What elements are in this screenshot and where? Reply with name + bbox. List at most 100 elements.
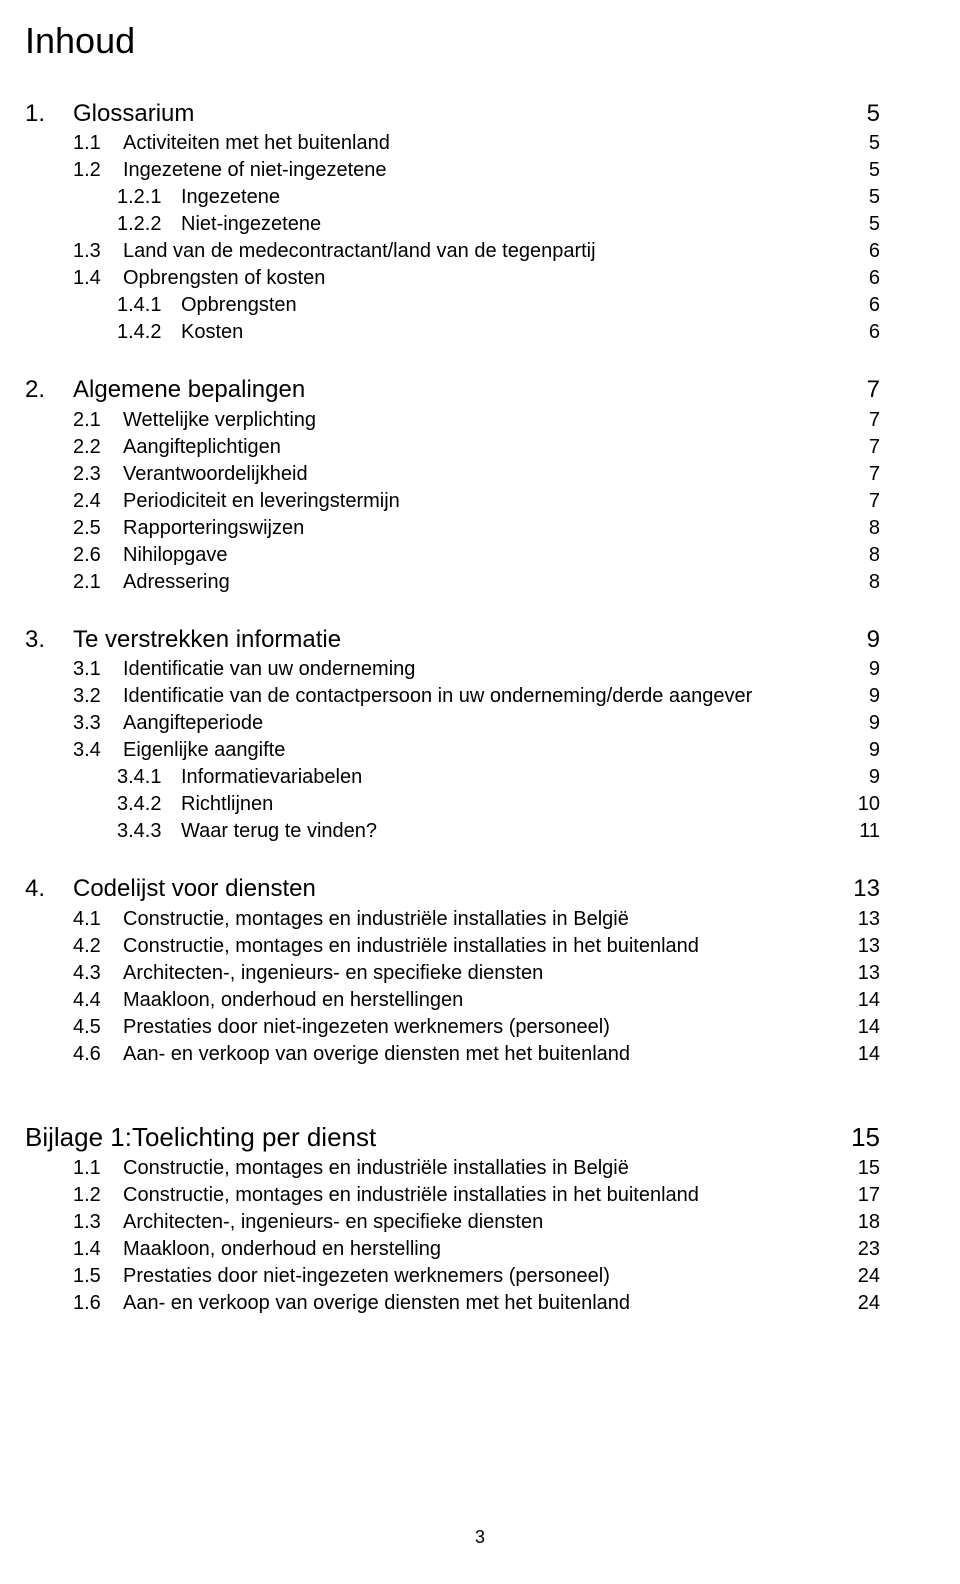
toc-section-head-left: 2.Algemene bepalingen <box>25 374 305 406</box>
toc-entry: 1.1Activiteiten met het buitenland 5 <box>25 130 880 157</box>
toc-entry-num: 1.3 <box>73 1209 123 1236</box>
toc-entry-num: 4.1 <box>73 906 123 933</box>
toc-section-head-label: Algemene bepalingen <box>73 376 305 403</box>
toc-entry-num: 4.2 <box>73 933 123 960</box>
toc-section-head-num: 1. <box>25 98 73 130</box>
toc-entry-num: 3.1 <box>73 656 123 683</box>
toc-entry-page: 15 <box>846 1155 880 1182</box>
toc-entry-num: 1.5 <box>73 1263 123 1290</box>
toc-section-head-label: Glossarium <box>73 100 194 127</box>
toc-section-head-left: 4.Codelijst voor diensten <box>25 873 316 905</box>
toc-entry-left: 1.3Architecten-, ingenieurs- en specifie… <box>25 1209 543 1236</box>
toc-entry-label: Constructie, montages en industriële ins… <box>123 935 699 957</box>
toc-appendix-head-num: Bijlage 1: <box>25 1120 132 1155</box>
toc-entry-num: 3.3 <box>73 710 123 737</box>
toc-entry-left: 4.6Aan- en verkoop van overige diensten … <box>25 1041 630 1068</box>
toc-entry-label: Aangifteplichtigen <box>123 436 281 458</box>
toc-entry-label: Periodiciteit en leveringstermijn <box>123 490 400 512</box>
toc-section-head: 2.Algemene bepalingen7 <box>25 374 880 406</box>
toc-entry-page: 7 <box>846 488 880 515</box>
toc-entry: 4.2Constructie, montages en industriële … <box>25 933 880 960</box>
toc-section-head-page: 13 <box>846 873 880 905</box>
toc-entry: 1.2.1Ingezetene5 <box>25 184 880 211</box>
toc-entry-num: 2.6 <box>73 542 123 569</box>
toc-entry-num: 3.2 <box>73 683 123 710</box>
toc-entry-left: 1.4Opbrengsten of kosten <box>25 265 325 292</box>
toc-entry: 1.2Ingezetene of niet-ingezetene5 <box>25 157 880 184</box>
toc-entry-left: 1.1Activiteiten met het buitenland <box>25 130 390 157</box>
toc-entry-page: 10 <box>846 791 880 818</box>
page: Inhoud 1.Glossarium51.1Activiteiten met … <box>0 0 960 1584</box>
toc-entry: 2.6Nihilopgave8 <box>25 542 880 569</box>
toc-entry-label: Identificatie van de contactpersoon in u… <box>123 685 752 707</box>
toc-entry: 2.1Adressering8 <box>25 569 880 596</box>
toc-section: 2.Algemene bepalingen72.1Wettelijke verp… <box>25 374 880 595</box>
toc-entry-num: 2.1 <box>73 407 123 434</box>
toc-entry-left: 1.2Ingezetene of niet-ingezetene <box>25 157 387 184</box>
toc-section-head-left: 1.Glossarium <box>25 98 194 130</box>
toc-entry-page: 5 <box>846 184 880 211</box>
toc-entry-label: Waar terug te vinden? <box>181 820 377 842</box>
toc-entry-left: 3.1Identificatie van uw onderneming <box>25 656 415 683</box>
toc-entry-page: 13 <box>846 960 880 987</box>
toc-entry-left: 3.4.1Informatievariabelen <box>25 764 362 791</box>
toc-entry: 1.5Prestaties door niet-ingezeten werkne… <box>25 1263 880 1290</box>
toc-entry-num: 3.4.1 <box>117 764 181 791</box>
toc-entry: 3.1Identificatie van uw onderneming9 <box>25 656 880 683</box>
toc-entry: 1.2Constructie, montages en industriële … <box>25 1182 880 1209</box>
toc-entry-left: 2.2Aangifteplichtigen <box>25 434 281 461</box>
toc-entry: 3.4.3Waar terug te vinden?11 <box>25 818 880 845</box>
toc-entry: 4.1Constructie, montages en industriële … <box>25 906 880 933</box>
toc-entry-left: 4.1Constructie, montages en industriële … <box>25 906 629 933</box>
toc-appendix-head-page: 15 <box>846 1120 880 1155</box>
toc-entry-left: 1.2Constructie, montages en industriële … <box>25 1182 699 1209</box>
toc-entry-page: 5 <box>846 130 880 157</box>
toc-entry-left: 1.5Prestaties door niet-ingezeten werkne… <box>25 1263 610 1290</box>
toc-entry-left: 1.6Aan- en verkoop van overige diensten … <box>25 1290 630 1317</box>
toc-section-head-num: 2. <box>25 374 73 406</box>
toc-entry-num: 3.4 <box>73 737 123 764</box>
toc-entry-page: 8 <box>846 515 880 542</box>
toc-entry: 1.1Constructie, montages en industriële … <box>25 1155 880 1182</box>
toc-section-head-label: Codelijst voor diensten <box>73 875 316 902</box>
toc-appendix-head-left: Bijlage 1: Toelichting per dienst <box>25 1120 376 1155</box>
toc-entry-label: Maakloon, onderhoud en herstelling <box>123 1238 441 1260</box>
toc-entry-num: 1.4.2 <box>117 319 181 346</box>
toc-entry-left: 2.4Periodiciteit en leveringstermijn <box>25 488 400 515</box>
toc-entry: 1.4.1Opbrengsten6 <box>25 292 880 319</box>
toc-entry-label: Nihilopgave <box>123 544 228 566</box>
toc-entry: 1.4.2Kosten6 <box>25 319 880 346</box>
toc-entry-page: 17 <box>846 1182 880 1209</box>
toc-entry-page: 14 <box>846 987 880 1014</box>
toc-entry-page: 24 <box>846 1290 880 1317</box>
toc-entry-left: 1.2.2Niet-ingezetene <box>25 211 321 238</box>
toc-entry-label: Prestaties door niet-ingezeten werknemer… <box>123 1265 610 1287</box>
toc-entry-page: 13 <box>846 906 880 933</box>
toc-entry-page: 7 <box>846 434 880 461</box>
toc-entry-page: 9 <box>846 737 880 764</box>
toc-entry-left: 3.3Aangifteperiode <box>25 710 263 737</box>
toc-entry-page: 11 <box>846 818 880 845</box>
toc-entry-label: Constructie, montages en industriële ins… <box>123 908 629 930</box>
toc-entry: 2.1Wettelijke verplichting7 <box>25 407 880 434</box>
toc-entry-left: 1.1Constructie, montages en industriële … <box>25 1155 629 1182</box>
toc-entry-num: 1.6 <box>73 1290 123 1317</box>
toc-entry-page: 23 <box>846 1236 880 1263</box>
toc-entry-page: 6 <box>846 292 880 319</box>
toc-entry: 2.2Aangifteplichtigen 7 <box>25 434 880 461</box>
toc-entry-label: Ingezetene of niet-ingezetene <box>123 159 387 181</box>
toc-entry-num: 1.4 <box>73 1236 123 1263</box>
toc-entry-label: Architecten-, ingenieurs- en specifieke … <box>123 962 543 984</box>
toc-entry-left: 4.2Constructie, montages en industriële … <box>25 933 699 960</box>
toc-entry-num: 1.4.1 <box>117 292 181 319</box>
toc-entry: 1.4Maakloon, onderhoud en herstelling 23 <box>25 1236 880 1263</box>
toc-entry-page: 14 <box>846 1041 880 1068</box>
toc-entry-num: 1.2 <box>73 157 123 184</box>
toc-entry-page: 7 <box>846 461 880 488</box>
toc-entry-label: Constructie, montages en industriële ins… <box>123 1184 699 1206</box>
toc-entry-num: 3.4.2 <box>117 791 181 818</box>
toc-entry-num: 1.3 <box>73 238 123 265</box>
toc-section-head-label: Te verstrekken informatie <box>73 626 341 653</box>
toc-entry-num: 1.1 <box>73 1155 123 1182</box>
toc-entry-label: Aan- en verkoop van overige diensten met… <box>123 1043 630 1065</box>
